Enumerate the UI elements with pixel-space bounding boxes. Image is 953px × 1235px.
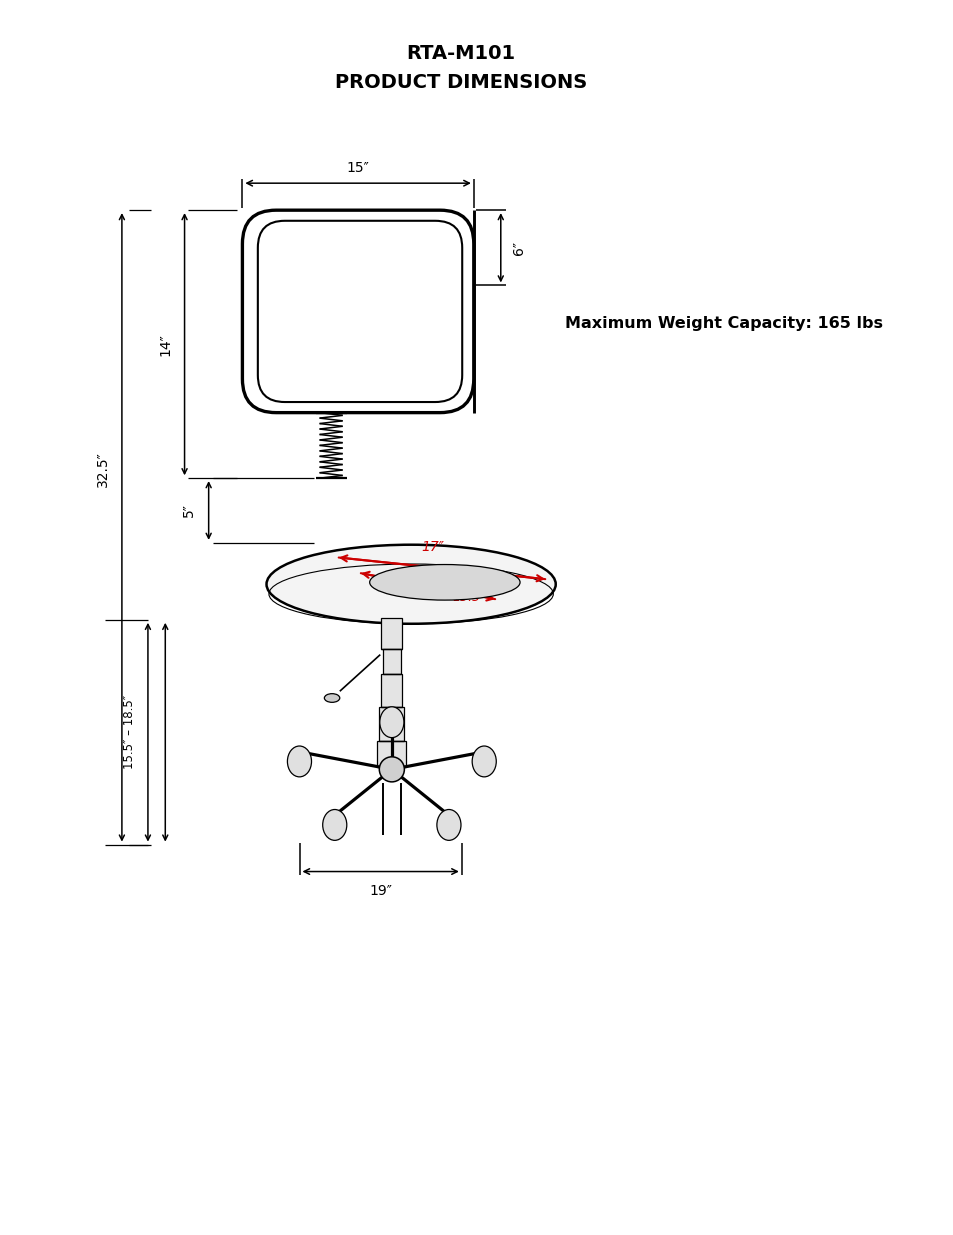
Text: 19″: 19″ [369,884,392,898]
Bar [382,648,400,674]
Bar [381,618,402,648]
Text: 15.5″ – 18.5″: 15.5″ – 18.5″ [123,695,136,769]
Bar [381,674,402,706]
Bar [377,741,406,767]
Text: 6″: 6″ [512,241,526,254]
Ellipse shape [436,809,460,840]
Text: RTA-M101: RTA-M101 [406,44,516,63]
Text: 32.5″: 32.5″ [96,452,111,488]
Text: 17″: 17″ [420,540,443,553]
Ellipse shape [322,809,347,840]
Ellipse shape [266,545,556,624]
Text: 5″: 5″ [182,504,196,517]
Text: 15.5″: 15.5″ [452,592,484,604]
Text: 14″: 14″ [158,332,172,356]
Text: PRODUCT DIMENSIONS: PRODUCT DIMENSIONS [335,73,587,93]
Ellipse shape [379,706,403,737]
Bar [379,706,404,741]
Ellipse shape [472,746,496,777]
Ellipse shape [324,694,339,703]
Circle shape [379,757,404,782]
Text: 15″: 15″ [346,162,369,175]
Text: Maximum Weight Capacity: 165 lbs: Maximum Weight Capacity: 165 lbs [565,316,882,331]
Ellipse shape [369,564,519,600]
Ellipse shape [287,746,312,777]
